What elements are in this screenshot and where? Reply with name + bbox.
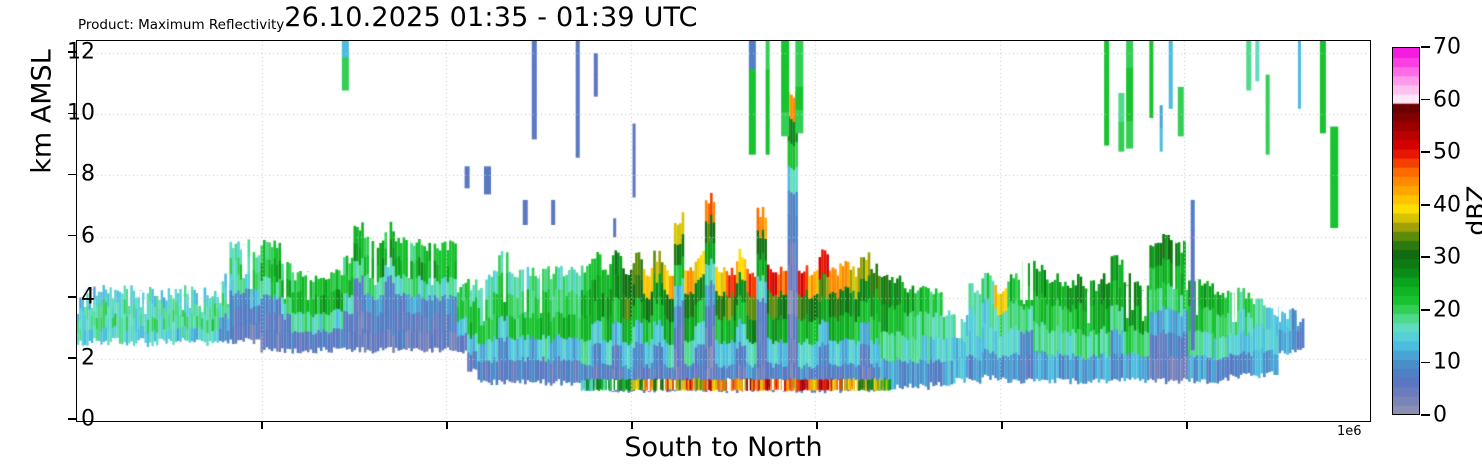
- y-axis-tick-mark: [68, 357, 76, 359]
- colorbar-tick-label: 50: [1433, 139, 1461, 165]
- colorbar-tick-label: 40: [1433, 192, 1461, 218]
- x-axis-tick-mark: [261, 422, 263, 429]
- x-axis-label: South to North: [624, 432, 823, 463]
- colorbar-tick-label: 30: [1433, 244, 1461, 270]
- colorbar-tick-label: 70: [1433, 34, 1461, 60]
- colorbar-tick-mark: [1421, 256, 1430, 259]
- figure-title: 26.10.2025 01:35 - 01:39 UTC: [284, 2, 698, 33]
- x-axis-tick-mark: [816, 422, 818, 429]
- y-axis-tick-label: 10: [67, 100, 95, 126]
- y-axis-tick-mark: [68, 418, 76, 420]
- plot-area[interactable]: [76, 40, 1371, 422]
- colorbar-tick-mark: [1421, 414, 1430, 416]
- y-axis-tick-label: 2: [81, 345, 95, 371]
- colorbar-tick-mark: [1421, 309, 1430, 311]
- y-axis-tick-mark: [68, 51, 76, 54]
- y-axis-tick-mark: [68, 112, 76, 115]
- y-axis-tick-label: 12: [67, 39, 95, 65]
- colorbar-tick-label: 0: [1433, 402, 1447, 428]
- x-axis-tick-mark: [631, 422, 633, 429]
- colorbar-tick-mark: [1421, 203, 1430, 206]
- y-axis-tick-label: 8: [81, 161, 95, 187]
- x-axis-tick-mark: [446, 422, 448, 429]
- colorbar[interactable]: [1392, 47, 1420, 415]
- colorbar-tick-label: 20: [1433, 297, 1461, 323]
- colorbar-tick-mark: [1421, 361, 1430, 364]
- x-axis-tick-mark: [1001, 422, 1003, 429]
- x-axis-offset-text: 1e6: [1337, 424, 1362, 439]
- reflectivity-heatmap-canvas: [77, 41, 1369, 420]
- colorbar-tick-label: 10: [1433, 349, 1461, 375]
- x-axis-tick-mark: [1186, 422, 1188, 429]
- y-axis-tick-label: 0: [81, 406, 95, 432]
- colorbar-tick-mark: [1421, 46, 1430, 48]
- y-axis-tick-mark: [68, 295, 76, 298]
- y-axis-tick-label: 4: [81, 284, 95, 310]
- colorbar-gradient: [1393, 48, 1419, 414]
- product-label: Product: Maximum Reflectivity: [78, 17, 285, 33]
- y-axis-tick-mark: [68, 234, 76, 237]
- colorbar-tick-label: 60: [1433, 87, 1461, 113]
- colorbar-tick-mark: [1421, 151, 1430, 153]
- colorbar-label: dBZ: [1461, 185, 1482, 236]
- y-axis-tick-label: 6: [81, 223, 95, 249]
- colorbar-tick-mark: [1421, 98, 1430, 101]
- y-axis-tick-mark: [68, 173, 76, 176]
